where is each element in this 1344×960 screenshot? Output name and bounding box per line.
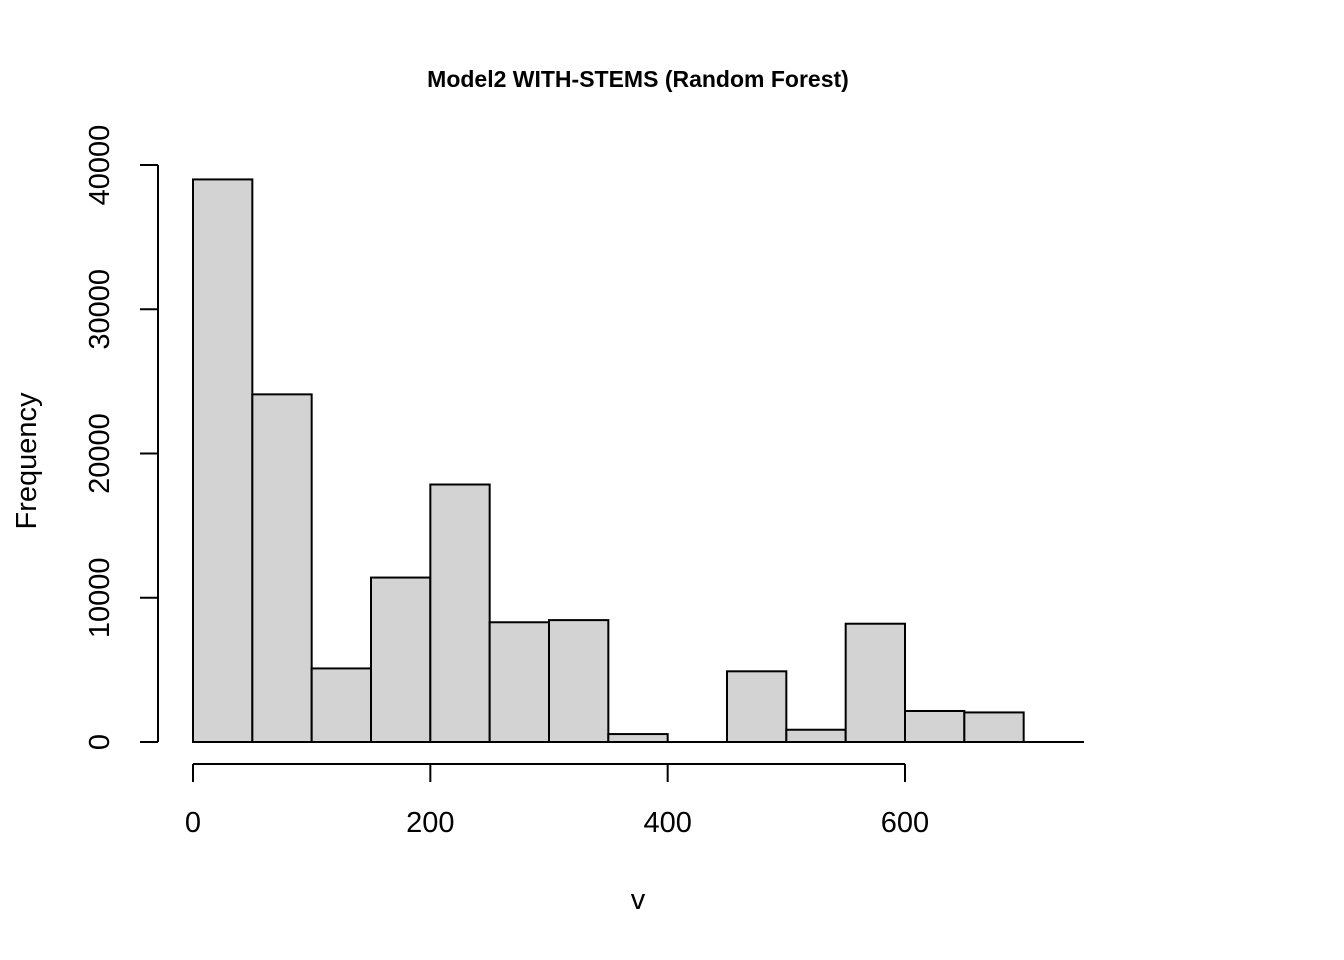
y-tick-label-1: 10000 bbox=[84, 557, 116, 638]
x-axis: 0 200 400 600 bbox=[185, 763, 929, 839]
histogram-bar-9 bbox=[726, 670, 788, 744]
chart-title: Model2 WITH-STEMS (Random Forest) bbox=[427, 66, 849, 92]
y-tick-label-3: 30000 bbox=[84, 269, 116, 350]
histogram-bar-5 bbox=[488, 621, 550, 744]
histogram-bar-10 bbox=[785, 728, 847, 744]
bars-group bbox=[192, 178, 1084, 744]
x-tick-label-1: 200 bbox=[406, 807, 454, 839]
x-tick-label-3: 600 bbox=[881, 807, 929, 839]
x-tick-label-2: 400 bbox=[643, 807, 691, 839]
x-tick-label-0: 0 bbox=[185, 807, 201, 839]
histogram-bar-1 bbox=[251, 393, 313, 743]
histogram-bar-2 bbox=[310, 667, 372, 743]
histogram-bar-7 bbox=[607, 733, 669, 743]
histogram-bar-11 bbox=[844, 622, 907, 744]
histogram-bar-0 bbox=[192, 178, 254, 744]
y-axis: 0 10000 20000 30000 40000 bbox=[84, 125, 159, 750]
histogram-bar-3 bbox=[370, 576, 432, 743]
y-axis-label: Frequency bbox=[11, 392, 43, 530]
histogram-bar-4 bbox=[429, 483, 491, 743]
histogram-bar-6 bbox=[548, 619, 610, 744]
x-axis-label: v bbox=[631, 884, 646, 916]
histogram-bar-12 bbox=[904, 709, 966, 744]
y-tick-label-0: 0 bbox=[84, 734, 116, 750]
histogram-bar-13 bbox=[963, 711, 1025, 744]
y-tick-label-2: 20000 bbox=[84, 413, 116, 494]
y-tick-label-4: 40000 bbox=[84, 125, 116, 206]
